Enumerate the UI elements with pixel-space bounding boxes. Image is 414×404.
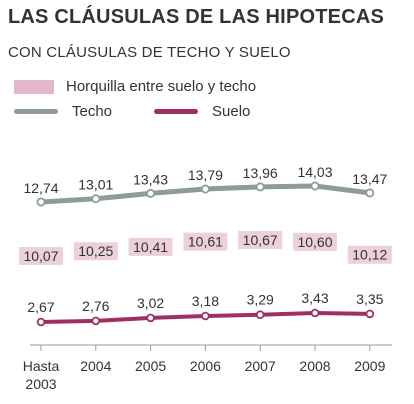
x-tick-label: 2009 xyxy=(354,358,385,374)
techo-data-label: 13,79 xyxy=(188,167,223,183)
legend-item-suelo: Suelo xyxy=(154,103,250,120)
suelo-point xyxy=(365,309,375,319)
legend-item-band: Horquilla entre suelo y techo xyxy=(14,78,256,95)
band-box xyxy=(19,247,63,265)
band-box xyxy=(73,242,118,261)
x-tick-label: 2007 xyxy=(245,358,276,374)
x-tick-label: 2005 xyxy=(135,358,166,374)
suelo-data-label: 3,02 xyxy=(137,295,164,311)
band-box xyxy=(183,232,228,251)
suelo-point xyxy=(36,317,46,327)
legend-band-swatch xyxy=(14,79,54,94)
band-box xyxy=(128,237,173,256)
suelo-point xyxy=(91,316,101,326)
techo-point xyxy=(255,182,265,192)
chart-subtitle: CON CLÁUSULAS DE TECHO Y SUELO xyxy=(8,44,291,61)
band-data-label: 10,67 xyxy=(243,232,278,248)
suelo-point xyxy=(310,308,320,318)
techo-data-label: 13,01 xyxy=(78,177,113,193)
techo-point xyxy=(365,188,375,198)
techo-data-label: 14,03 xyxy=(297,164,332,180)
suelo-data-label: 2,76 xyxy=(82,298,109,314)
techo-data-label: 12,74 xyxy=(23,180,58,196)
band-data-label: 10,61 xyxy=(188,234,223,250)
chart-title: LAS CLÁUSULAS DE LAS HIPOTECAS xyxy=(8,6,385,28)
suelo-data-label: 3,18 xyxy=(192,293,219,309)
band-data-label: 10,07 xyxy=(23,248,58,264)
x-tick-label: 2004 xyxy=(80,358,111,374)
techo-point xyxy=(146,188,156,198)
legend-band-row: Horquilla entre suelo y techo xyxy=(14,78,256,95)
band-box xyxy=(238,231,283,249)
band-series: 10,07 10,25 10,41 10,61 10,67 10,60 10,12 xyxy=(19,231,392,265)
band-box xyxy=(293,232,337,251)
band-data-label: 10,12 xyxy=(352,247,387,263)
suelo-point xyxy=(146,313,155,323)
band-data-label: 10,41 xyxy=(133,239,168,255)
techo-data-label: 13,43 xyxy=(133,171,168,187)
techo-data-label: 13,96 xyxy=(243,165,278,181)
techo-point xyxy=(200,184,210,194)
legend-suelo-swatch xyxy=(154,109,199,114)
techo-data-label: 13,47 xyxy=(352,171,387,187)
legend-techo-swatch xyxy=(14,109,58,114)
x-tick-label: Hasta xyxy=(23,358,60,374)
suelo-data-label: 3,43 xyxy=(301,290,328,306)
techo-point xyxy=(310,181,320,191)
techo-point xyxy=(91,194,101,204)
x-axis: Hasta 2003 2004 2005 2006 2007 2008 2009 xyxy=(23,344,392,392)
suelo-series: 2,67 2,76 3,02 3,18 3,29 3,43 3,35 xyxy=(27,290,384,327)
band-box xyxy=(347,245,392,264)
suelo-data-label: 2,67 xyxy=(27,299,54,315)
legend-techo-label: Techo xyxy=(72,103,113,120)
legend-suelo-label: Suelo xyxy=(212,103,251,120)
techo-series: 12,74 13,01 13,43 13,79 13,96 14,03 13,47 xyxy=(23,164,388,207)
suelo-data-label: 3,35 xyxy=(356,291,383,307)
legend-band-label: Horquilla entre suelo y techo xyxy=(66,78,257,95)
x-tick-label: 2006 xyxy=(190,358,221,374)
legend-lines-row: Techo Suelo xyxy=(14,103,250,120)
x-tick-label: 2008 xyxy=(299,358,330,374)
suelo-point xyxy=(255,310,265,320)
x-tick-label: 2003 xyxy=(25,376,56,392)
legend-item-techo: Techo xyxy=(14,103,112,120)
band-data-label: 10,60 xyxy=(297,234,332,250)
suelo-data-label: 3,29 xyxy=(247,292,274,308)
techo-point xyxy=(36,197,46,207)
suelo-point xyxy=(201,311,210,321)
band-data-label: 10,25 xyxy=(78,243,113,259)
